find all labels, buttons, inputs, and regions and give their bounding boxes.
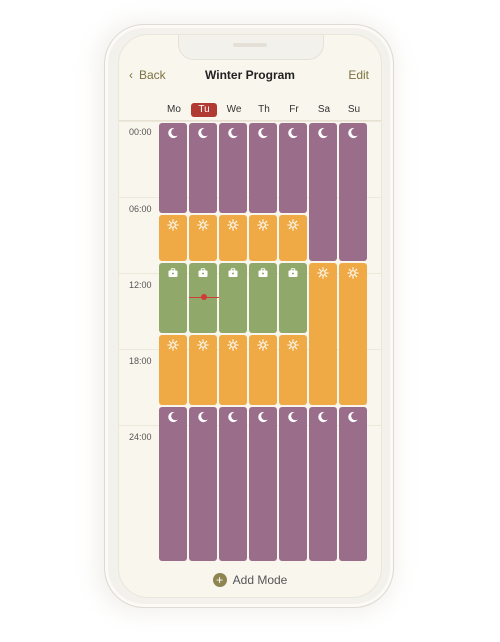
add-mode-label: Add Mode — [232, 573, 288, 587]
mode-block-home[interactable] — [249, 335, 277, 405]
mode-block-home[interactable] — [279, 335, 307, 405]
mode-block-home[interactable] — [159, 215, 187, 261]
moon-icon — [198, 128, 208, 139]
sun-icon — [287, 219, 299, 231]
mode-block-sleep[interactable] — [189, 123, 217, 213]
sun-icon — [227, 219, 239, 231]
mode-block-work[interactable] — [279, 263, 307, 333]
sun-icon — [257, 339, 269, 351]
day-th[interactable]: Th — [258, 104, 270, 115]
mode-block-sleep[interactable] — [249, 123, 277, 213]
day-mo[interactable]: Mo — [167, 104, 181, 115]
day-fr[interactable]: Fr — [289, 104, 299, 115]
moon-icon — [288, 128, 298, 139]
briefcase-icon — [168, 268, 178, 277]
mode-block-sleep[interactable] — [189, 407, 217, 561]
moon-icon — [258, 128, 268, 139]
sun-icon — [257, 219, 269, 231]
time-label: 06:00 — [129, 204, 152, 214]
day-su[interactable]: Su — [347, 104, 361, 115]
app-screen: ‹ Back Winter Program Edit Mo Tu We Th F… — [118, 34, 382, 598]
sun-icon — [167, 219, 179, 231]
briefcase-icon — [198, 268, 208, 277]
moon-icon — [348, 412, 358, 423]
mode-block-sleep[interactable] — [309, 123, 337, 261]
page-title: Winter Program — [205, 68, 295, 82]
time-label: 12:00 — [129, 280, 152, 290]
time-label: 00:00 — [129, 127, 152, 137]
time-label: 24:00 — [129, 432, 152, 442]
add-mode-button[interactable]: + Add Mode — [119, 569, 381, 591]
mode-block-home[interactable] — [279, 215, 307, 261]
sun-icon — [287, 339, 299, 351]
moon-icon — [168, 128, 178, 139]
weekday-header: Mo Tu We Th Fr Sa Su — [119, 103, 381, 117]
back-label: Back — [139, 68, 166, 82]
edit-button[interactable]: Edit — [348, 68, 369, 82]
time-label: 18:00 — [129, 356, 152, 366]
moon-icon — [198, 412, 208, 423]
day-sa[interactable]: Sa — [317, 104, 331, 115]
sun-icon — [197, 219, 209, 231]
mode-block-home[interactable] — [219, 335, 247, 405]
notch — [178, 35, 324, 60]
plus-icon: + — [212, 573, 227, 587]
mode-block-sleep[interactable] — [219, 123, 247, 213]
moon-icon — [228, 128, 238, 139]
mode-block-sleep[interactable] — [219, 407, 247, 561]
sun-icon — [167, 339, 179, 351]
mode-block-sleep[interactable] — [339, 407, 367, 561]
sun-icon — [317, 267, 329, 279]
briefcase-icon — [288, 268, 298, 277]
sun-icon — [347, 267, 359, 279]
mode-block-home[interactable] — [189, 335, 217, 405]
day-tu[interactable]: Tu — [191, 103, 217, 117]
mode-block-work[interactable] — [249, 263, 277, 333]
mode-block-sleep[interactable] — [159, 123, 187, 213]
back-button[interactable]: ‹ Back — [129, 68, 166, 82]
moon-icon — [288, 412, 298, 423]
header-divider — [119, 120, 381, 121]
mode-block-home[interactable] — [159, 335, 187, 405]
sun-icon — [197, 339, 209, 351]
mode-block-work[interactable] — [219, 263, 247, 333]
briefcase-icon — [258, 268, 268, 277]
moon-icon — [348, 128, 358, 139]
mode-block-sleep[interactable] — [309, 407, 337, 561]
nav-header: ‹ Back Winter Program Edit — [119, 65, 381, 87]
mode-block-sleep[interactable] — [159, 407, 187, 561]
mode-block-home[interactable] — [339, 263, 367, 405]
day-we[interactable]: We — [226, 104, 242, 115]
mode-block-home[interactable] — [249, 215, 277, 261]
mode-block-home[interactable] — [219, 215, 247, 261]
moon-icon — [168, 412, 178, 423]
mode-block-home[interactable] — [309, 263, 337, 405]
current-time-dot — [201, 294, 207, 300]
mode-block-work[interactable] — [159, 263, 187, 333]
mode-block-sleep[interactable] — [279, 407, 307, 561]
moon-icon — [258, 412, 268, 423]
schedule-grid — [119, 35, 381, 597]
sun-icon — [227, 339, 239, 351]
moon-icon — [318, 128, 328, 139]
chevron-left-icon: ‹ — [129, 68, 133, 82]
briefcase-icon — [228, 268, 238, 277]
mode-block-sleep[interactable] — [279, 123, 307, 213]
mode-block-home[interactable] — [189, 215, 217, 261]
speaker — [233, 43, 267, 47]
moon-icon — [228, 412, 238, 423]
moon-icon — [318, 412, 328, 423]
mode-block-sleep[interactable] — [249, 407, 277, 561]
mode-block-sleep[interactable] — [339, 123, 367, 261]
grid-line — [119, 121, 381, 122]
